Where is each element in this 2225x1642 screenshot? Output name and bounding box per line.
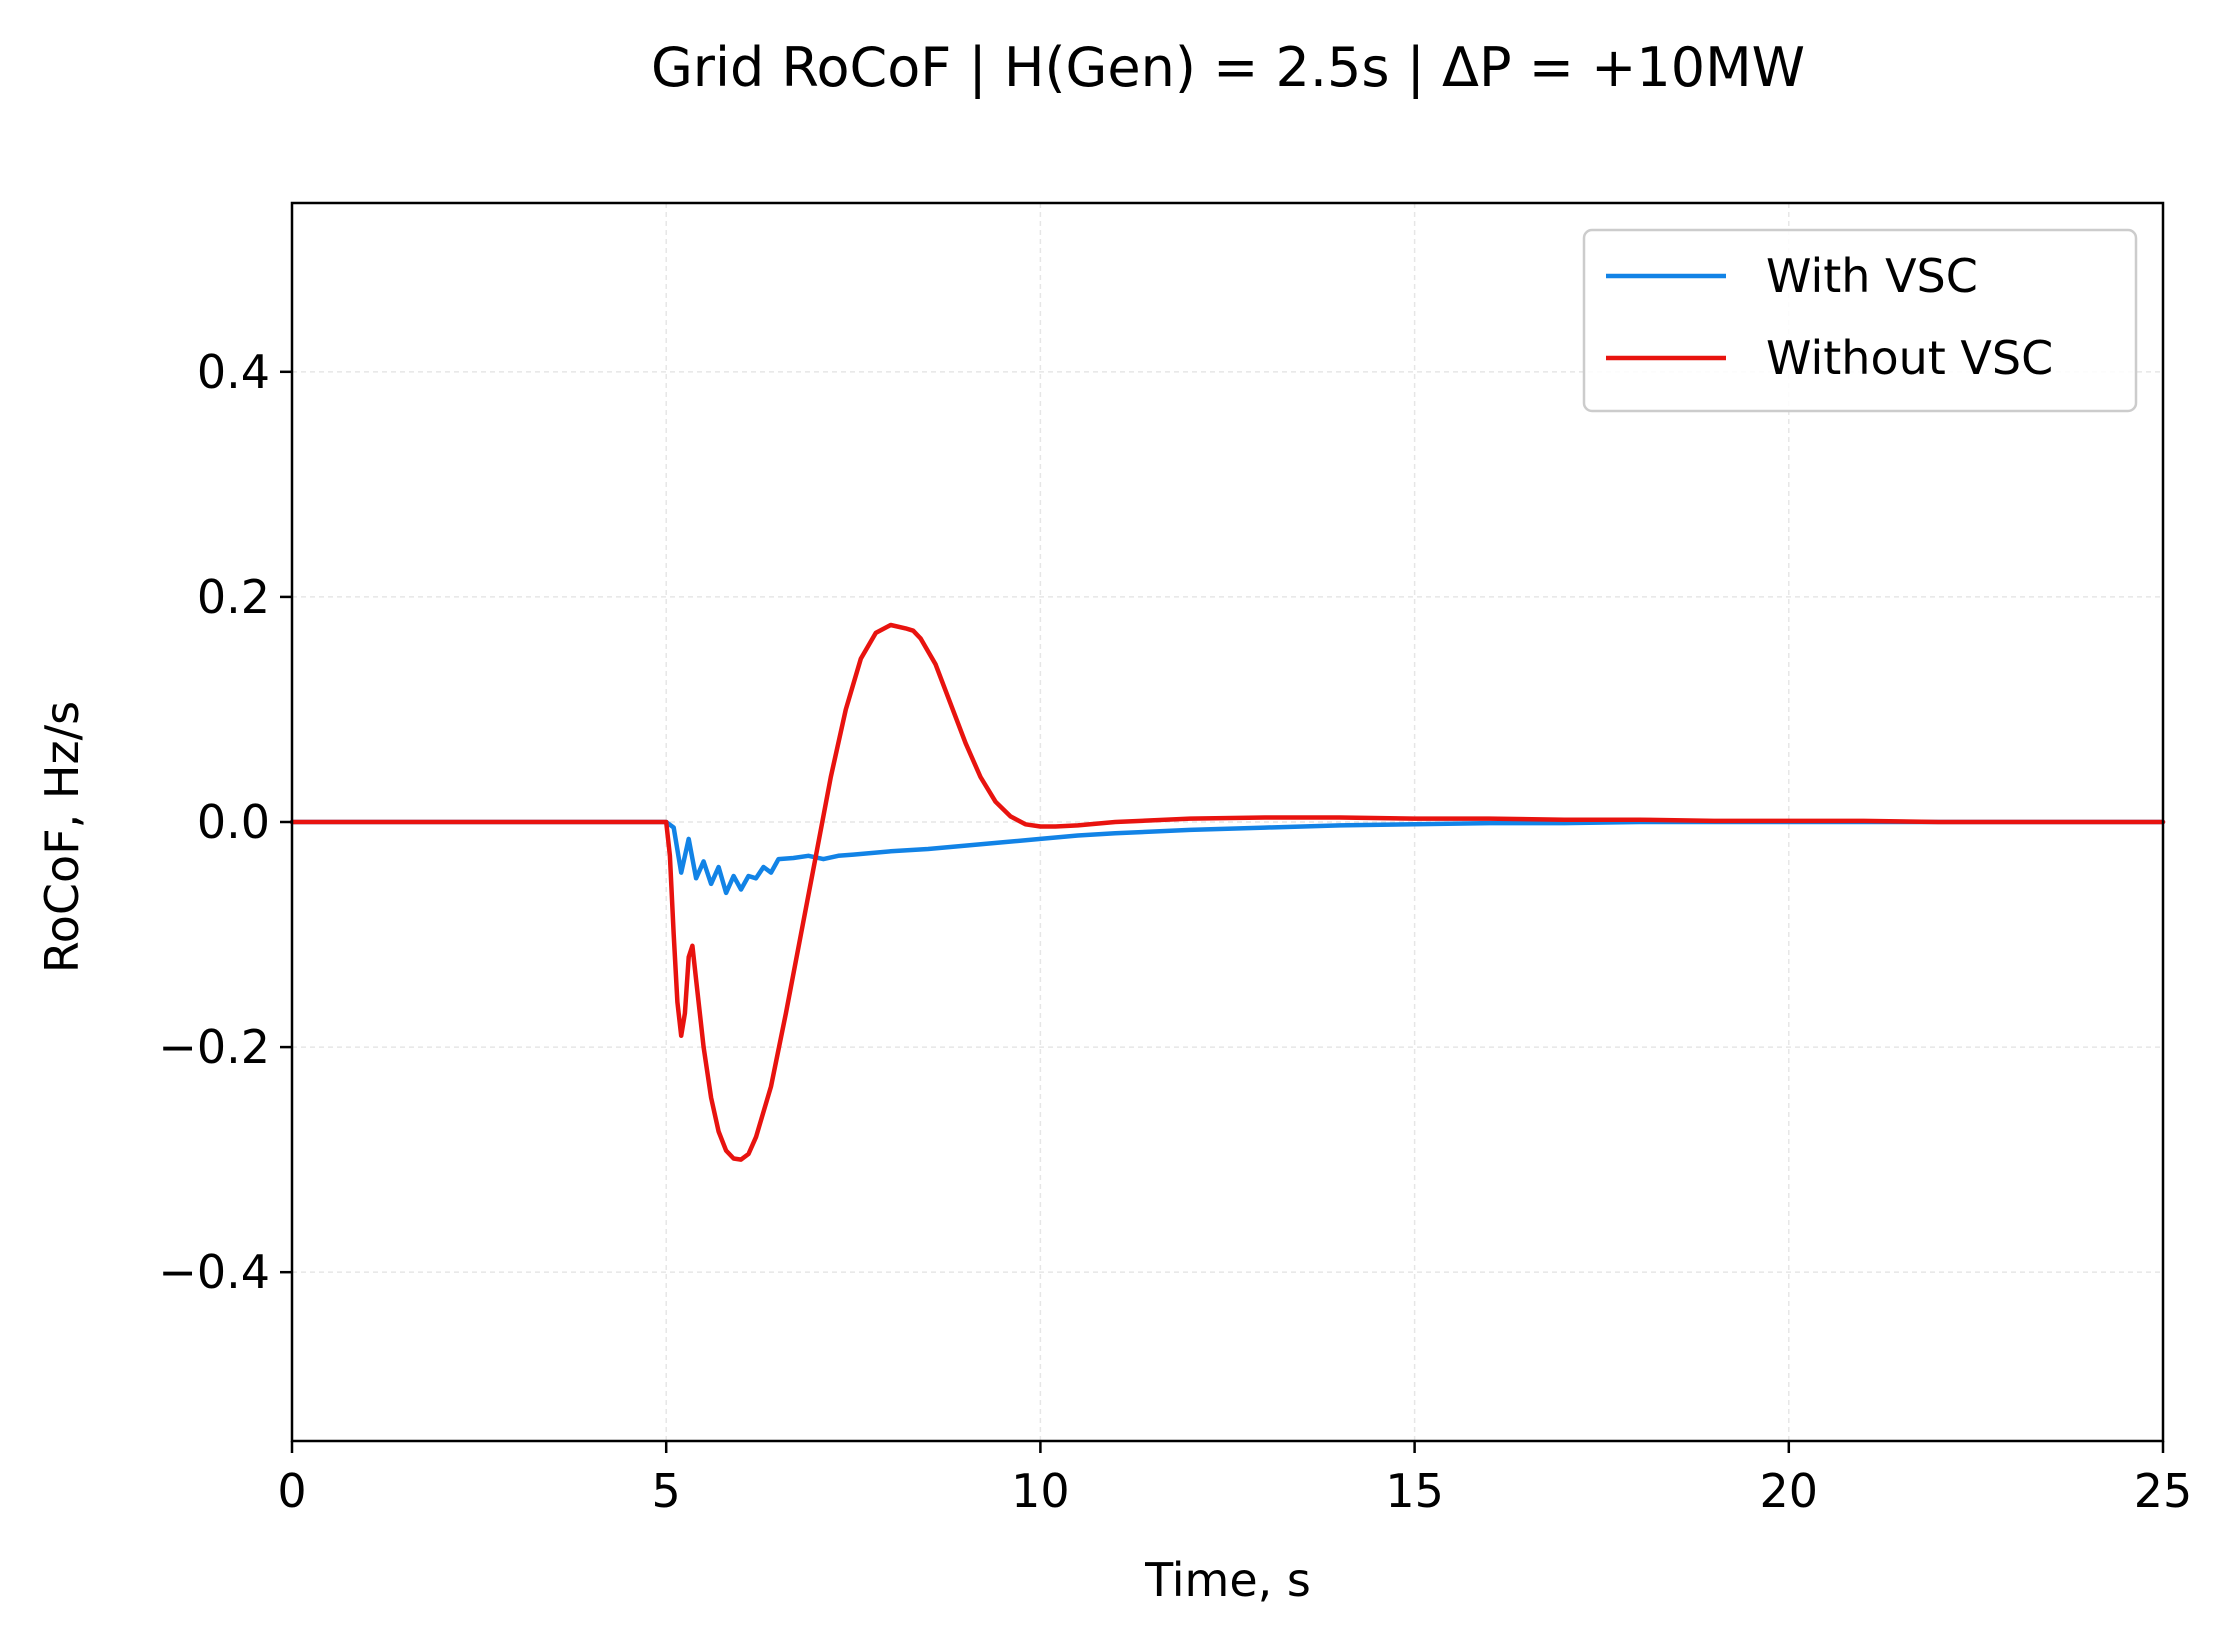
plot-area [289,622,2166,1162]
plot-frame [290,201,2165,1443]
y-tick-label: −0.4 [158,1245,270,1299]
x-tick-label: 25 [2134,1464,2193,1518]
chart-title: Grid RoCoF | H(Gen) = 2.5s | ΔP = +10MW [651,36,1805,99]
x-axis-label: Time, s [1144,1553,1311,1607]
x-tick-label: 0 [277,1464,306,1518]
x-tick-label: 20 [1760,1464,1819,1518]
y-tick-label: 0.4 [197,345,270,399]
y-tick-label: −0.2 [158,1020,270,1074]
y-tick-label: 0.0 [197,795,270,849]
y-tick-label: 0.2 [197,570,270,624]
legend-label: With VSC [1766,249,1978,303]
y-axis-label: RoCoF, Hz/s [35,701,89,973]
legend-label: Without VSC [1766,331,2053,385]
x-tick-label: 5 [652,1464,681,1518]
axis-ticks: 0 5 10 15 20 25 −0.4 −0.2 0.0 0.2 0.4 [158,345,2192,1518]
x-tick-label: 10 [1011,1464,1070,1518]
series-line-2 [289,622,2166,1162]
x-tick-label: 15 [1385,1464,1444,1518]
legend: With VSC Without VSC [1582,228,2138,413]
